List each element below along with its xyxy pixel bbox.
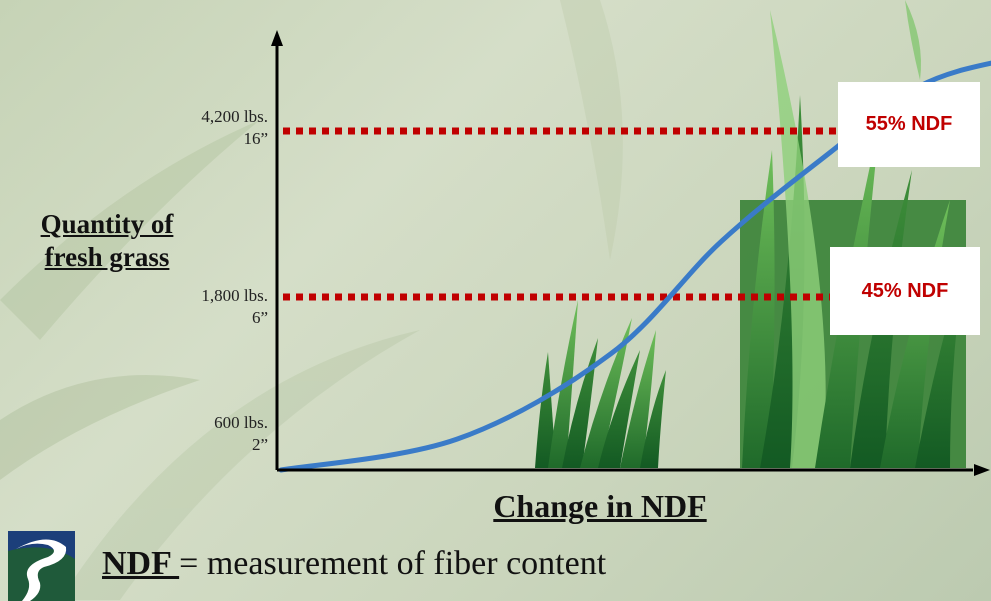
equals-sign: = (179, 545, 199, 582)
y-axis-label: Quantity of fresh grass (40, 209, 174, 272)
ndf-55-label: 55% NDF (838, 82, 980, 167)
ndf-term: NDF (102, 545, 180, 582)
y-tick-quantity: 4,200 lbs. (201, 107, 268, 126)
background-foliage (0, 0, 623, 600)
y-tick-label: 600 lbs. 2” (214, 412, 268, 456)
y-tick-label: 1,800 lbs. 6” (201, 285, 268, 329)
tall-grass-illustration (740, 0, 966, 468)
ndf-definition: NDF = measurement of fiber content (102, 545, 606, 583)
ndf-curve-line (278, 60, 991, 473)
y-axis-arrow-icon (271, 30, 283, 46)
ndf-45-label: 45% NDF (830, 247, 980, 335)
y-tick-height: 16” (243, 129, 268, 148)
ndf-definition-text: measurement of fiber content (198, 545, 607, 582)
y-tick-quantity: 1,800 lbs. (201, 286, 268, 305)
y-tick-height: 6” (251, 308, 268, 327)
x-axis-arrow-icon (974, 464, 990, 476)
y-tick-quantity: 600 lbs. (214, 413, 268, 432)
logo-icon (8, 531, 75, 601)
y-tick-label: 4,200 lbs. 16” (201, 106, 268, 150)
x-axis-label: Change in NDF (493, 488, 707, 524)
y-tick-height: 2” (251, 435, 268, 454)
